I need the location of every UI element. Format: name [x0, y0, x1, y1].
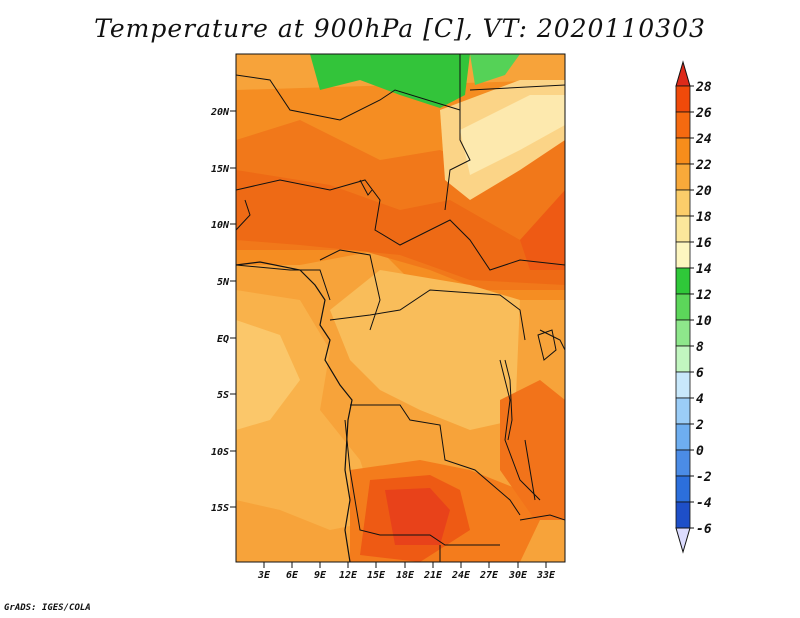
- colorbar-label: 6: [696, 366, 704, 381]
- colorbar-swatch: [675, 111, 691, 139]
- lon-tick-label: 6E: [286, 570, 299, 581]
- colorbar-label: 28: [695, 80, 712, 95]
- colorbar-label: -2: [696, 470, 712, 485]
- lat-axis: [230, 110, 236, 508]
- lon-tick-label: 9E: [314, 570, 327, 581]
- colorbar-label: -4: [696, 496, 712, 511]
- colorbar-label: 20: [695, 184, 712, 199]
- colorbar-swatch: [675, 85, 691, 113]
- lon-tick-label: 21E: [423, 570, 443, 581]
- lon-tick-label: 15E: [367, 570, 386, 581]
- colorbar-label: 12: [696, 288, 712, 303]
- coastline: [236, 261, 353, 562]
- lon-tick-label: 18E: [396, 570, 415, 581]
- colorbar-swatch: [675, 371, 691, 399]
- colorbar-label: 4: [696, 392, 704, 407]
- colorbar-label: 10: [696, 314, 712, 329]
- colorbar-swatch: [675, 163, 691, 191]
- colorbar-swatch: [675, 449, 691, 477]
- lat-tick-label: 15S: [211, 503, 229, 514]
- colorbar-label: 18: [696, 210, 712, 225]
- colorbar-swatch: [675, 293, 691, 321]
- colorbar-swatch: [675, 189, 691, 217]
- colorbar-label: 8: [696, 340, 704, 355]
- colorbar-swatch: [675, 267, 691, 295]
- colorbar-label: 2: [695, 418, 704, 433]
- lat-tick-label: EQ: [217, 334, 229, 345]
- colorbar-label: 24: [695, 132, 712, 147]
- temperature-field: [236, 54, 565, 562]
- colorbar-swatch: [675, 345, 691, 373]
- lon-tick-label: 3E: [257, 570, 271, 581]
- lon-axis: [263, 562, 547, 568]
- colorbar-swatch: [675, 475, 691, 503]
- lat-tick-label: 15N: [211, 164, 230, 175]
- colorbar-bottom-arrow: [675, 527, 691, 554]
- colorbar-label: 14: [696, 262, 712, 277]
- lat-tick-label: 5N: [217, 277, 230, 288]
- colorbar-label: 26: [695, 106, 712, 121]
- colorbar-label: 0: [696, 444, 704, 459]
- colorbar-swatch: [675, 137, 691, 165]
- grads-credit: GrADS: IGES/COLA: [4, 603, 91, 613]
- colorbar-top-arrow: [675, 60, 691, 87]
- colorbar-label: 22: [695, 158, 712, 173]
- colorbar-swatch: [675, 215, 691, 243]
- lon-tick-label: 33E: [536, 570, 556, 581]
- lakes: [359, 179, 557, 501]
- colorbar-swatch: [675, 423, 691, 451]
- lat-tick-label: 20N: [210, 107, 230, 118]
- colorbar-swatch: [675, 501, 691, 529]
- colorbar-label: 16: [696, 236, 712, 251]
- colorbar-label: -6: [696, 522, 712, 537]
- country-borders: [236, 54, 565, 562]
- colorbar-swatch: [675, 397, 691, 425]
- map-frame: [235, 53, 566, 563]
- colorbar-swatch: [675, 241, 691, 269]
- map-title: Temperature at 900hPa [C], VT: 202011030…: [94, 14, 706, 43]
- lon-tick-label: 27E: [479, 570, 499, 581]
- lon-tick-label: 12E: [339, 570, 358, 581]
- lon-tick-label: 24E: [451, 570, 471, 581]
- lat-tick-label: 5S: [217, 390, 229, 401]
- lat-tick-label: 10N: [211, 220, 230, 231]
- colorbar-swatch: [675, 319, 691, 347]
- lon-tick-label: 30E: [508, 570, 528, 581]
- lat-tick-label: 10S: [211, 447, 229, 458]
